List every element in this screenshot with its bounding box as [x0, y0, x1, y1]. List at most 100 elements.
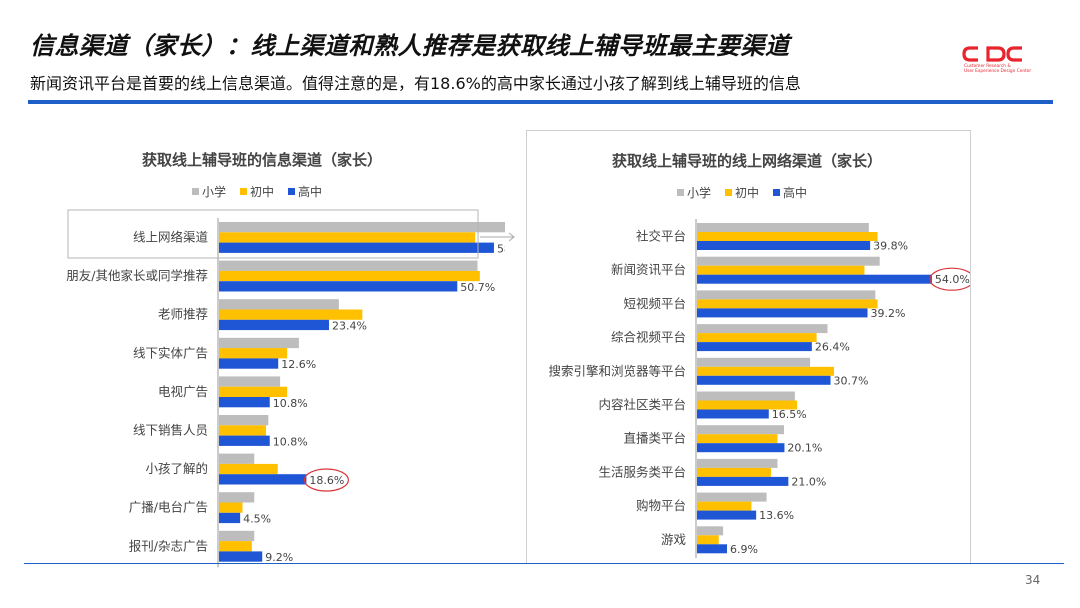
bar-高中-3: [697, 342, 812, 352]
legend-swatch-0: [192, 188, 199, 195]
bar-初中-6: [219, 463, 278, 475]
category-label-0: 社交平台: [636, 229, 686, 244]
category-label-1: 朋友/其他家长或同学推荐: [66, 268, 208, 283]
bar-高中-2: [219, 319, 329, 331]
bar-高中-3: [219, 358, 279, 369]
highlight-circle: [303, 468, 350, 492]
bar-高中-5: [219, 435, 270, 446]
legend-label-1: 初中: [250, 184, 274, 199]
category-label-3: 线下实体广告: [133, 345, 208, 360]
bar-小学-9: [697, 526, 724, 536]
bar-初中-5: [219, 425, 266, 436]
bar-初中-0: [697, 232, 878, 241]
bar-高中-5: [697, 409, 769, 419]
chart-title: 获取线上辅导班的线上网络渠道（家长）: [612, 152, 882, 170]
bar-初中-2: [219, 309, 363, 320]
value-label-8: 9.2%: [265, 551, 293, 564]
value-label-1: 50.7%: [460, 281, 495, 294]
bar-高中-0: [697, 241, 871, 250]
bar-小学-4: [697, 357, 811, 367]
value-label-8: 13.6%: [759, 509, 794, 522]
category-label-7: 生活服务类平台: [598, 464, 686, 479]
value-label-5: 10.8%: [273, 435, 308, 448]
bar-初中-4: [697, 366, 835, 376]
bar-初中-3: [697, 333, 817, 343]
category-label-7: 广播/电台广告: [129, 500, 208, 515]
logo-mark: [962, 46, 1022, 62]
category-label-1: 新闻资讯平台: [611, 262, 686, 277]
legend-label-2: 高中: [783, 185, 807, 200]
bar-初中-9: [697, 535, 719, 545]
value-label-0: 39.8%: [873, 240, 908, 253]
bar-高中-1: [219, 281, 458, 292]
bar-高中-4: [697, 375, 831, 385]
value-label-4: 30.7%: [834, 374, 869, 387]
value-label-0: 58.5%: [497, 242, 505, 255]
category-label-4: 电视广告: [158, 384, 208, 399]
highlight-circle: [929, 267, 970, 291]
bar-小学-8: [697, 492, 767, 502]
bar-高中-9: [697, 544, 728, 554]
bar-初中-7: [219, 502, 243, 513]
value-label-1: 54.0%: [935, 273, 970, 286]
legend-label-1: 初中: [735, 185, 759, 200]
bar-小学-1: [219, 260, 478, 271]
bar-小学-3: [697, 324, 828, 334]
legend-label-2: 高中: [298, 184, 322, 199]
bar-小学-2: [697, 290, 876, 300]
category-label-2: 老师推荐: [158, 307, 208, 322]
value-label-6: 20.1%: [787, 442, 822, 455]
header-divider: [28, 100, 1053, 104]
bar-小学-2: [219, 299, 339, 310]
value-label-4: 10.8%: [273, 397, 308, 410]
category-label-6: 小孩了解的: [145, 461, 208, 476]
highlight-box: [67, 209, 479, 259]
category-label-4: 搜索引擎和浏览器等平台: [548, 363, 686, 378]
category-label-3: 综合视频平台: [611, 330, 686, 345]
value-label-6: 18.6%: [309, 474, 344, 487]
bar-初中-6: [697, 434, 778, 444]
category-label-5: 线下销售人员: [133, 422, 208, 437]
category-label-2: 短视频平台: [623, 296, 686, 311]
value-label-7: 21.0%: [791, 475, 826, 488]
bar-高中-7: [697, 476, 789, 486]
category-label-9: 游戏: [661, 532, 686, 547]
page-number: 34: [1025, 573, 1041, 587]
value-label-9: 6.9%: [730, 543, 758, 556]
value-label-5: 16.5%: [772, 408, 807, 421]
bar-小学-7: [697, 458, 778, 468]
bar-小学-6: [219, 453, 255, 464]
bar-小学-0: [219, 222, 505, 233]
bar-小学-1: [697, 256, 880, 266]
logo-line2: User Experience Design Center: [964, 68, 1031, 74]
bar-高中-0: [219, 242, 494, 253]
legend-swatch-0: [677, 189, 684, 196]
bar-小学-3: [219, 337, 299, 349]
footer-divider: [24, 563, 1064, 564]
cdc-logo: Customer Research & User Experience Desi…: [962, 46, 1031, 74]
category-label-8: 报刊/杂志广告: [129, 538, 208, 553]
bar-小学-0: [697, 223, 869, 232]
category-label-0: 线上网络渠道: [133, 229, 209, 244]
bar-初中-5: [697, 400, 798, 410]
bar-小学-5: [219, 415, 269, 426]
legend-swatch-1: [725, 189, 732, 196]
bar-小学-4: [219, 376, 281, 387]
bar-高中-8: [219, 551, 263, 562]
bar-高中-4: [219, 397, 270, 408]
legend-label-0: 小学: [687, 185, 711, 200]
legend-swatch-2: [773, 189, 780, 196]
bar-初中-8: [697, 501, 752, 511]
bar-高中-7: [219, 512, 241, 524]
chart-title: 获取线上辅导班的信息渠道（家长）: [142, 151, 382, 169]
bar-初中-1: [697, 265, 865, 275]
bar-初中-7: [697, 467, 771, 477]
bar-初中-2: [697, 299, 878, 309]
bar-初中-0: [219, 232, 476, 243]
bar-初中-8: [219, 541, 252, 552]
bar-高中-6: [697, 443, 785, 453]
category-label-8: 购物平台: [636, 498, 686, 513]
bar-高中-2: [697, 308, 868, 318]
